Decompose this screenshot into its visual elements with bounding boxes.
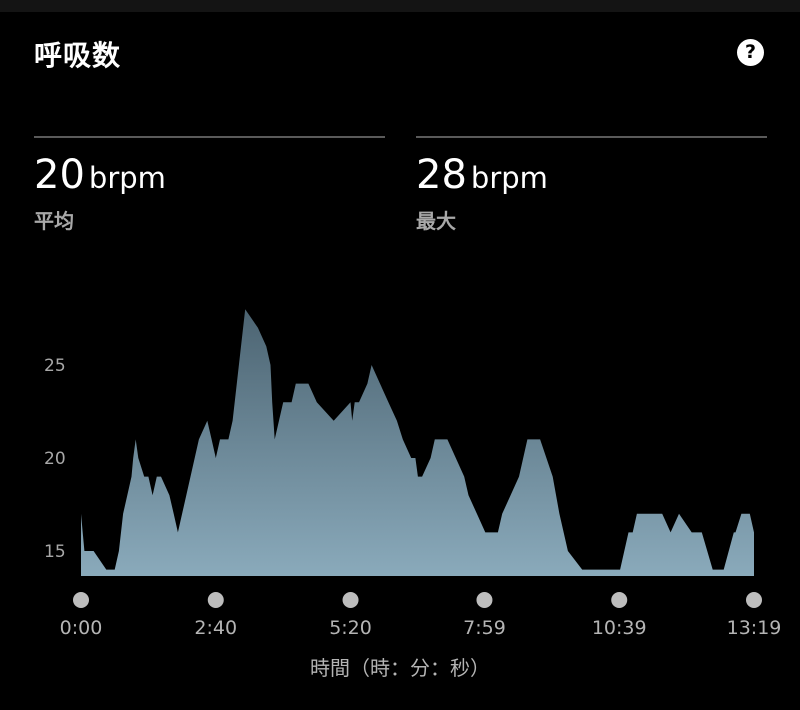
x-tick-marker bbox=[343, 592, 359, 608]
x-tick-marker bbox=[476, 592, 492, 608]
x-tick-marker bbox=[208, 592, 224, 608]
stat-average-value-row: 20 brpm bbox=[34, 152, 385, 201]
respiratory-rate-area bbox=[81, 309, 754, 576]
divider bbox=[34, 136, 385, 138]
stat-average-label: 平均 bbox=[34, 205, 385, 234]
stat-max: 28 brpm 最大 bbox=[416, 136, 767, 234]
stat-max-value-row: 28 brpm bbox=[416, 152, 767, 201]
x-tick-label: 7:59 bbox=[463, 617, 506, 639]
x-tick-label: 5:20 bbox=[329, 617, 372, 639]
question-circle-icon[interactable]: ? bbox=[737, 39, 764, 66]
y-tick-label: 15 bbox=[44, 542, 66, 562]
y-tick-label: 25 bbox=[44, 356, 66, 376]
x-tick-marker bbox=[746, 592, 762, 608]
respiratory-rate-chart: 15 20 25 0:00 2:40 5:20 7:59 10:39 13:19 bbox=[0, 270, 800, 650]
divider bbox=[416, 136, 767, 138]
x-tick-marker bbox=[611, 592, 627, 608]
x-tick-marker bbox=[73, 592, 89, 608]
stat-max-value: 28 bbox=[416, 152, 467, 198]
stat-average-value: 20 bbox=[34, 152, 85, 198]
x-tick-label: 0:00 bbox=[60, 617, 103, 639]
stat-max-label: 最大 bbox=[416, 205, 767, 234]
stat-max-unit: brpm bbox=[471, 161, 548, 195]
x-tick-label: 2:40 bbox=[194, 617, 237, 639]
stat-average: 20 brpm 平均 bbox=[34, 136, 385, 234]
x-tick-label: 13:19 bbox=[727, 617, 782, 639]
card-title: 呼吸数 bbox=[34, 34, 121, 74]
x-axis-title: 時間（時：分：秒） bbox=[0, 652, 800, 681]
stat-average-unit: brpm bbox=[89, 161, 166, 195]
x-tick-label: 10:39 bbox=[592, 617, 647, 639]
y-tick-label: 20 bbox=[44, 449, 66, 469]
